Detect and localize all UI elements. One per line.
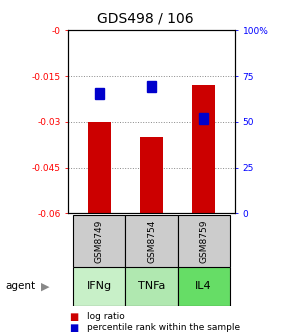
Text: percentile rank within the sample: percentile rank within the sample <box>87 323 240 332</box>
Text: ■: ■ <box>70 323 79 333</box>
Text: GSM8759: GSM8759 <box>199 219 208 263</box>
Bar <box>126 215 177 267</box>
Text: ■: ■ <box>70 311 79 322</box>
Bar <box>177 267 230 306</box>
Text: GSM8754: GSM8754 <box>147 219 156 263</box>
Bar <box>73 267 126 306</box>
Text: ▶: ▶ <box>41 281 49 291</box>
Bar <box>192 85 215 213</box>
Text: GDS498 / 106: GDS498 / 106 <box>97 12 193 26</box>
Bar <box>73 215 126 267</box>
Bar <box>177 215 230 267</box>
Text: IL4: IL4 <box>195 282 212 291</box>
Text: log ratio: log ratio <box>87 312 125 321</box>
Bar <box>199 113 208 124</box>
Bar <box>140 137 163 213</box>
Bar <box>147 81 156 92</box>
Text: agent: agent <box>6 281 36 291</box>
Text: GSM8749: GSM8749 <box>95 219 104 263</box>
Text: IFNg: IFNg <box>87 282 112 291</box>
Bar <box>95 88 104 99</box>
Bar <box>126 267 177 306</box>
Bar <box>88 122 111 213</box>
Text: TNFa: TNFa <box>138 282 165 291</box>
